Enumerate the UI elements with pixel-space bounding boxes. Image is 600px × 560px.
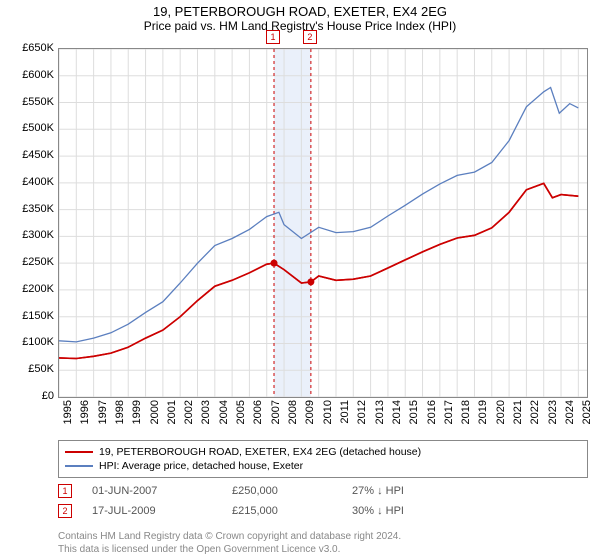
x-tick-label: 1995 [62, 400, 74, 424]
y-tick-label: £600K [22, 69, 54, 81]
footer-line2: This data is licensed under the Open Gov… [58, 543, 588, 556]
legend: 19, PETERBOROUGH ROAD, EXETER, EX4 2EG (… [58, 440, 588, 478]
x-tick-label: 2006 [252, 400, 264, 424]
y-tick-label: £300K [22, 229, 54, 241]
transaction-date: 01-JUN-2007 [92, 485, 232, 497]
y-tick-label: £250K [22, 256, 54, 268]
legend-row: HPI: Average price, detached house, Exet… [65, 459, 581, 473]
legend-swatch-series1 [65, 451, 93, 453]
x-tick-label: 2023 [547, 400, 559, 424]
x-tick-label: 2014 [391, 400, 403, 424]
event-marker-1: 1 [266, 30, 280, 44]
x-tick-label: 2003 [200, 400, 212, 424]
x-tick-label: 2025 [581, 400, 593, 424]
x-tick-label: 2008 [287, 400, 299, 424]
transaction-price: £250,000 [232, 485, 352, 497]
page: 19, PETERBOROUGH ROAD, EXETER, EX4 2EG P… [0, 0, 600, 560]
y-tick-label: £350K [22, 203, 54, 215]
x-tick-label: 2012 [356, 400, 368, 424]
x-tick-label: 2001 [166, 400, 178, 424]
x-tick-label: 2024 [564, 400, 576, 424]
x-tick-label: 2017 [443, 400, 455, 424]
transaction-date: 17-JUL-2009 [92, 505, 232, 517]
y-tick-label: £450K [22, 149, 54, 161]
x-tick-label: 2002 [183, 400, 195, 424]
x-tick-label: 2020 [495, 400, 507, 424]
x-tick-label: 2016 [426, 400, 438, 424]
x-tick-label: 2022 [529, 400, 541, 424]
transaction-delta: 30% ↓ HPI [352, 505, 404, 517]
event-marker-2: 2 [303, 30, 317, 44]
y-tick-label: £550K [22, 96, 54, 108]
y-tick-label: £500K [22, 122, 54, 134]
legend-row: 19, PETERBOROUGH ROAD, EXETER, EX4 2EG (… [65, 445, 581, 459]
x-tick-label: 2019 [477, 400, 489, 424]
y-tick-label: £650K [22, 42, 54, 54]
y-tick-label: £200K [22, 283, 54, 295]
chart-plot-area [58, 48, 588, 398]
transaction-price: £215,000 [232, 505, 352, 517]
chart-svg [59, 49, 587, 397]
title-block: 19, PETERBOROUGH ROAD, EXETER, EX4 2EG P… [0, 4, 600, 33]
chart-title: 19, PETERBOROUGH ROAD, EXETER, EX4 2EG [0, 4, 600, 19]
x-tick-label: 2021 [512, 400, 524, 424]
x-tick-label: 2007 [270, 400, 282, 424]
marker-badge-2: 2 [58, 504, 72, 518]
x-tick-label: 2015 [408, 400, 420, 424]
footer-line1: Contains HM Land Registry data © Crown c… [58, 530, 588, 543]
legend-label-series1: 19, PETERBOROUGH ROAD, EXETER, EX4 2EG (… [99, 446, 421, 458]
legend-label-series2: HPI: Average price, detached house, Exet… [99, 460, 303, 472]
x-tick-label: 2018 [460, 400, 472, 424]
x-tick-label: 2004 [218, 400, 230, 424]
y-tick-label: £100K [22, 336, 54, 348]
footer-attribution: Contains HM Land Registry data © Crown c… [58, 530, 588, 556]
x-tick-label: 1996 [79, 400, 91, 424]
y-tick-label: £150K [22, 310, 54, 322]
x-tick-label: 2010 [322, 400, 334, 424]
chart-subtitle: Price paid vs. HM Land Registry's House … [0, 19, 600, 33]
y-tick-label: £50K [28, 363, 54, 375]
x-tick-label: 2009 [304, 400, 316, 424]
x-tick-label: 1997 [97, 400, 109, 424]
y-tick-label: £0 [42, 390, 54, 402]
x-tick-label: 2013 [374, 400, 386, 424]
x-tick-label: 1998 [114, 400, 126, 424]
marker-badge-1: 1 [58, 484, 72, 498]
transaction-row: 2 17-JUL-2009 £215,000 30% ↓ HPI [58, 504, 588, 518]
x-tick-label: 2000 [149, 400, 161, 424]
transaction-delta: 27% ↓ HPI [352, 485, 404, 497]
legend-swatch-series2 [65, 465, 93, 467]
x-tick-label: 2011 [339, 400, 351, 424]
transaction-row: 1 01-JUN-2007 £250,000 27% ↓ HPI [58, 484, 588, 498]
y-tick-label: £400K [22, 176, 54, 188]
x-tick-label: 2005 [235, 400, 247, 424]
x-tick-label: 1999 [131, 400, 143, 424]
